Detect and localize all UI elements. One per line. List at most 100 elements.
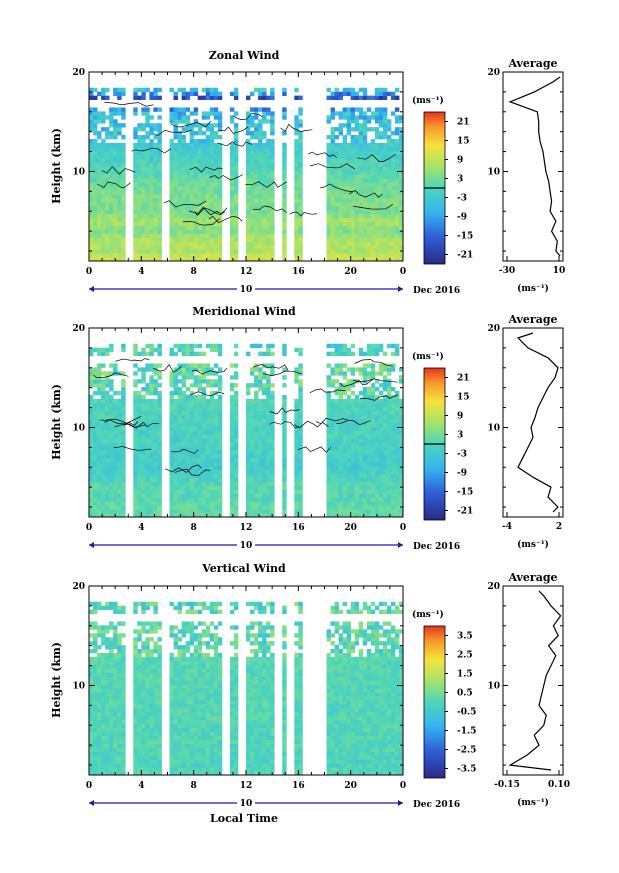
heatmap-cell: [390, 131, 396, 136]
heatmap-cell: [101, 253, 106, 258]
heatmap-cell: [89, 123, 94, 128]
heatmap-cell: [342, 178, 348, 183]
heatmap-cell: [113, 213, 118, 219]
heatmap-cell: [358, 457, 364, 463]
heatmap-cell: [89, 87, 94, 93]
heatmap-cell: [298, 481, 303, 486]
heatmap-cell: [266, 465, 271, 471]
heatmap-cell: [169, 442, 174, 447]
heatmap-cell: [193, 446, 199, 451]
heatmap-cell: [354, 123, 360, 128]
heatmap-cell: [354, 95, 360, 100]
heatmap-cell: [346, 410, 352, 416]
heatmap-cell: [282, 198, 287, 203]
heatmap-cell: [294, 454, 299, 459]
heatmap-cell: [177, 477, 182, 482]
heatmap-cell: [398, 119, 404, 124]
heatmap-cell: [378, 213, 384, 219]
heatmap-cell: [330, 249, 335, 254]
heatmap-cell: [229, 166, 235, 171]
heatmap-cell: [157, 371, 162, 376]
heatmap-cell: [101, 166, 106, 171]
heatmap-cell: [185, 158, 191, 163]
heatmap-cell: [193, 513, 199, 518]
heatmap-cell: [258, 182, 263, 187]
heatmap-cell: [213, 469, 219, 475]
heatmap-cell: [298, 229, 303, 234]
heatmap-cell: [282, 209, 287, 215]
heatmap-cell: [282, 414, 287, 419]
heatmap-cell: [346, 347, 352, 353]
heatmap-cell: [282, 221, 287, 226]
heatmap-cell: [342, 142, 348, 148]
heatmap-cell: [378, 201, 384, 207]
heatmap-cell: [346, 107, 352, 112]
heatmap-cell: [101, 201, 106, 207]
heatmap-cell: [101, 446, 106, 451]
heatmap-cell: [334, 221, 339, 226]
heatmap-cell: [149, 473, 154, 479]
heatmap-cell: [362, 209, 368, 215]
heatmap-cell: [169, 422, 174, 427]
heatmap-cell: [177, 186, 182, 191]
heatmap-cell: [141, 379, 146, 384]
heatmap-cell: [266, 217, 271, 223]
heatmap-cell: [390, 198, 396, 203]
heatmap-cell: [97, 739, 102, 744]
heatmap-cell: [213, 383, 219, 388]
heatmap-cell: [366, 162, 372, 167]
heatmap-cell: [185, 154, 191, 160]
heatmap-cell: [117, 201, 122, 207]
heatmap-cell: [298, 367, 303, 372]
heatmap-cell: [153, 178, 158, 183]
heatmap-cell: [378, 465, 384, 471]
heatmap-cell: [193, 178, 199, 183]
heatmap-cell: [394, 501, 400, 506]
heatmap-cell: [338, 217, 344, 223]
heatmap-cell: [342, 245, 348, 250]
heatmap-cell: [398, 150, 404, 156]
heatmap-cell: [266, 442, 271, 447]
heatmap-cell: [137, 245, 142, 250]
heatmap-cell: [105, 473, 110, 479]
heatmap-cell: [217, 477, 223, 482]
heatmap-cell: [362, 127, 368, 132]
heatmap-cell: [254, 198, 259, 203]
heatmap-cell: [217, 241, 223, 246]
heatmap-cell: [298, 398, 303, 404]
heatmap-cell: [378, 241, 384, 246]
heatmap-cell: [113, 434, 118, 439]
heatmap-cell: [141, 497, 146, 502]
heatmap-cell: [270, 473, 275, 479]
heatmap-cell: [133, 229, 138, 234]
heatmap-cell: [101, 493, 106, 498]
heatmap-cell: [262, 107, 267, 112]
heatmap-cell: [201, 95, 207, 100]
heatmap-cell: [109, 454, 114, 459]
y-tick-label: 20: [72, 68, 85, 78]
heatmap-cell: [177, 489, 182, 494]
heatmap-cell: [105, 221, 110, 226]
heatmap-cell: [250, 497, 255, 502]
heatmap-cell: [201, 481, 207, 486]
heatmap-cell: [189, 473, 195, 479]
heatmap-cell: [354, 249, 360, 254]
heatmap-cell: [254, 142, 259, 148]
heatmap-cell: [205, 198, 211, 203]
heatmap-cell: [117, 461, 122, 467]
heatmap-cell: [338, 205, 344, 211]
heatmap-cell: [370, 343, 376, 349]
heatmap-cell: [258, 442, 263, 447]
heatmap-cell: [105, 209, 110, 215]
heatmap-cell: [133, 513, 138, 518]
heatmap-cell: [181, 186, 187, 191]
heatmap-cell: [270, 142, 275, 148]
heatmap-cell: [266, 485, 271, 490]
heatmap-cell: [105, 178, 110, 183]
heatmap-cell: [89, 708, 94, 713]
heatmap-cell: [338, 430, 344, 435]
heatmap-cell: [266, 237, 271, 242]
heatmap-cell: [133, 209, 138, 215]
heatmap-cell: [137, 182, 142, 187]
heatmap-cell: [189, 237, 195, 242]
